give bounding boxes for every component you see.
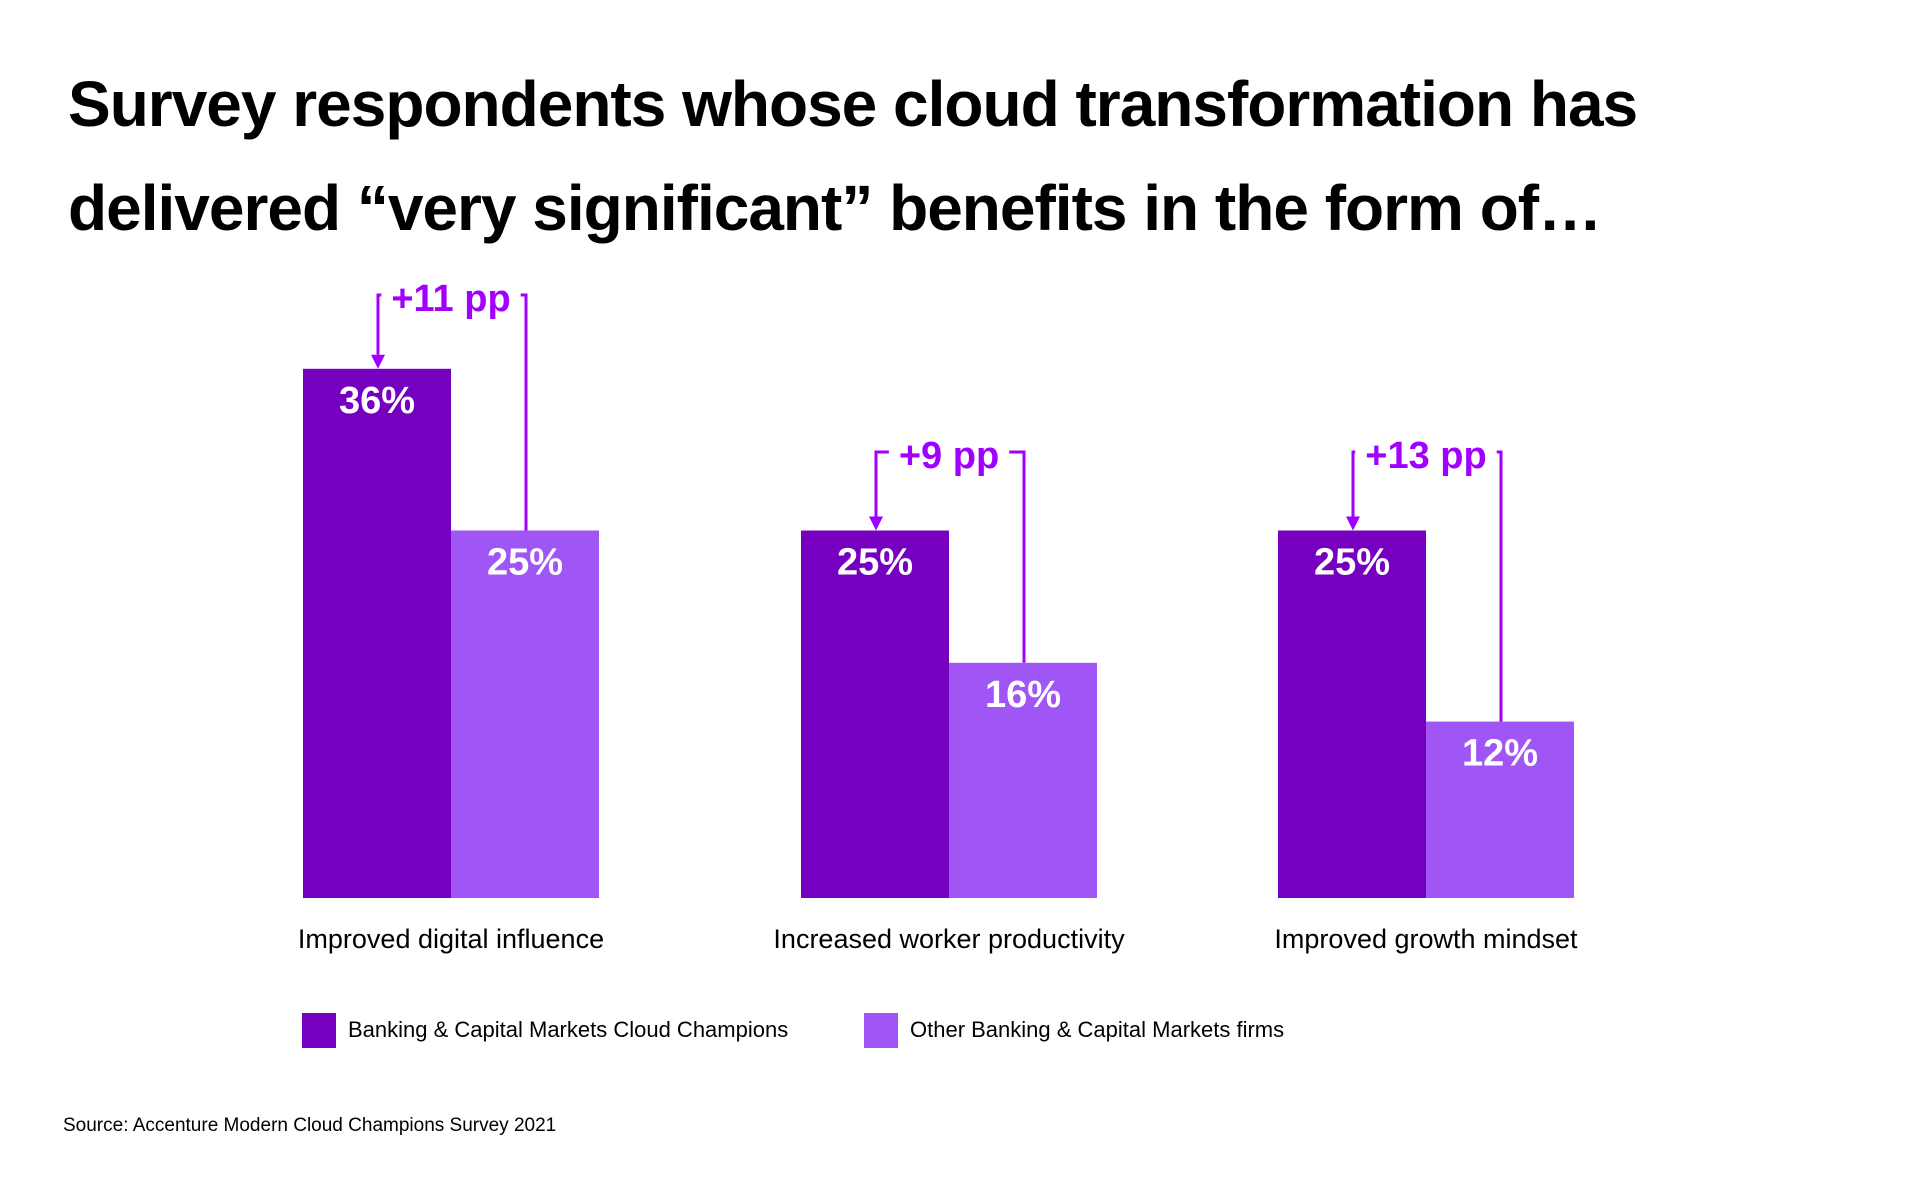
- bar-value-label: 36%: [339, 380, 415, 422]
- arrow-down-icon: [1346, 516, 1360, 531]
- legend-swatch-champions: [302, 1012, 336, 1048]
- delta-bracket-left: [874, 450, 889, 517]
- bar-others-2: [1426, 721, 1574, 898]
- delta-bracket-right: [1009, 450, 1026, 663]
- source-note: Source: Accenture Modern Cloud Champions…: [63, 1115, 557, 1136]
- bar-value-label: 25%: [1314, 542, 1390, 584]
- bar-others-0: [451, 530, 599, 898]
- bar-value-label: 16%: [985, 674, 1061, 716]
- legend-item-others: Other Banking & Capital Markets firms: [864, 1012, 1284, 1048]
- delta-label: +9 pp: [899, 435, 999, 477]
- bar-value-label: 25%: [487, 542, 563, 584]
- delta-label: +11 pp: [391, 278, 510, 320]
- arrow-down-icon: [371, 354, 385, 369]
- delta-bracket-right: [1496, 450, 1503, 722]
- legend-label-others: Other Banking & Capital Markets firms: [910, 1017, 1285, 1042]
- category-label: Improved digital influence: [298, 924, 604, 954]
- legend-item-champions: Banking & Capital Markets Cloud Champion…: [302, 1012, 788, 1048]
- legend-label-champions: Banking & Capital Markets Cloud Champion…: [348, 1017, 789, 1042]
- bar-champions-2: [1278, 530, 1426, 898]
- category-label: Increased worker productivity: [773, 924, 1125, 954]
- category-label: Improved growth mindset: [1274, 924, 1578, 954]
- bar-others-1: [949, 662, 1097, 898]
- bar-value-label: 25%: [837, 542, 913, 584]
- bar-champions-0: [303, 368, 451, 898]
- arrow-down-icon: [869, 516, 883, 531]
- legend-swatch-others: [864, 1012, 898, 1048]
- bar-champions-1: [801, 530, 949, 898]
- chart-title: Survey respondents whose cloud transform…: [68, 68, 1638, 244]
- delta-label: +13 pp: [1365, 435, 1486, 477]
- delta-bracket-left: [376, 293, 382, 355]
- bar-value-label: 12%: [1462, 733, 1538, 775]
- delta-bracket-left: [1351, 450, 1356, 517]
- delta-bracket-right: [520, 293, 528, 531]
